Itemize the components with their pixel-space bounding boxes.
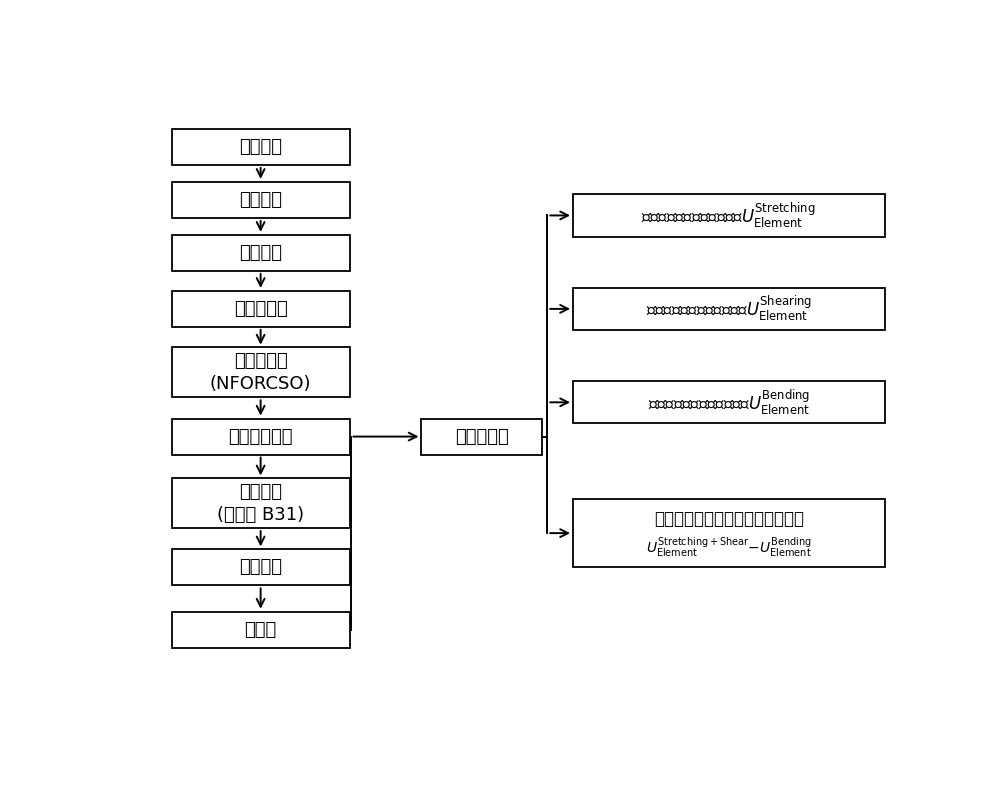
Text: $U_{\mathrm{Element}}^{\mathrm{Stretching+Shear}}$$-U_{\mathrm{Element}}^{\mathr: $U_{\mathrm{Element}}^{\mathrm{Stretchin… (646, 535, 812, 559)
FancyBboxPatch shape (172, 478, 350, 528)
Text: 弯曲变形模式导致的应变能$U_{\mathrm{Element}}^{\mathrm{Bending}}$: 弯曲变形模式导致的应变能$U_{\mathrm{Element}}^{\math… (648, 388, 810, 417)
FancyBboxPatch shape (573, 288, 885, 330)
FancyBboxPatch shape (172, 418, 350, 455)
FancyBboxPatch shape (421, 418, 542, 455)
FancyBboxPatch shape (172, 182, 350, 218)
FancyBboxPatch shape (172, 290, 350, 327)
Text: 创建场输出
(NFORCSO): 创建场输出 (NFORCSO) (210, 352, 311, 393)
Text: 剪切变形模式导致的应变能$U_{\mathrm{Element}}^{\mathrm{Shearing}}$: 剪切变形模式导致的应变能$U_{\mathrm{Element}}^{\math… (646, 294, 812, 324)
Text: 后处理: 后处理 (244, 621, 277, 638)
FancyBboxPatch shape (172, 235, 350, 271)
Text: 拉伸变形模式导致的应变能$U_{\mathrm{Element}}^{\mathrm{Stretching}}$: 拉伸变形模式导致的应变能$U_{\mathrm{Element}}^{\math… (641, 201, 816, 230)
Text: 划分网格
(梁单元 B31): 划分网格 (梁单元 B31) (217, 483, 304, 523)
Text: 提交计算: 提交计算 (239, 558, 282, 576)
Text: 装配部件: 装配部件 (239, 244, 282, 262)
Text: 拉伸和剪切变形模式导致的应变能: 拉伸和剪切变形模式导致的应变能 (654, 510, 804, 528)
Text: 定义场输出: 定义场输出 (455, 428, 508, 446)
FancyBboxPatch shape (573, 194, 885, 236)
FancyBboxPatch shape (172, 129, 350, 165)
FancyBboxPatch shape (172, 549, 350, 586)
Text: 定义边界条件: 定义边界条件 (228, 428, 293, 446)
Text: 创建属性: 创建属性 (239, 191, 282, 209)
FancyBboxPatch shape (573, 381, 885, 423)
FancyBboxPatch shape (573, 499, 885, 567)
Text: 创建部件: 创建部件 (239, 138, 282, 156)
FancyBboxPatch shape (172, 348, 350, 397)
Text: 创建分析步: 创建分析步 (234, 300, 288, 318)
FancyBboxPatch shape (172, 612, 350, 648)
